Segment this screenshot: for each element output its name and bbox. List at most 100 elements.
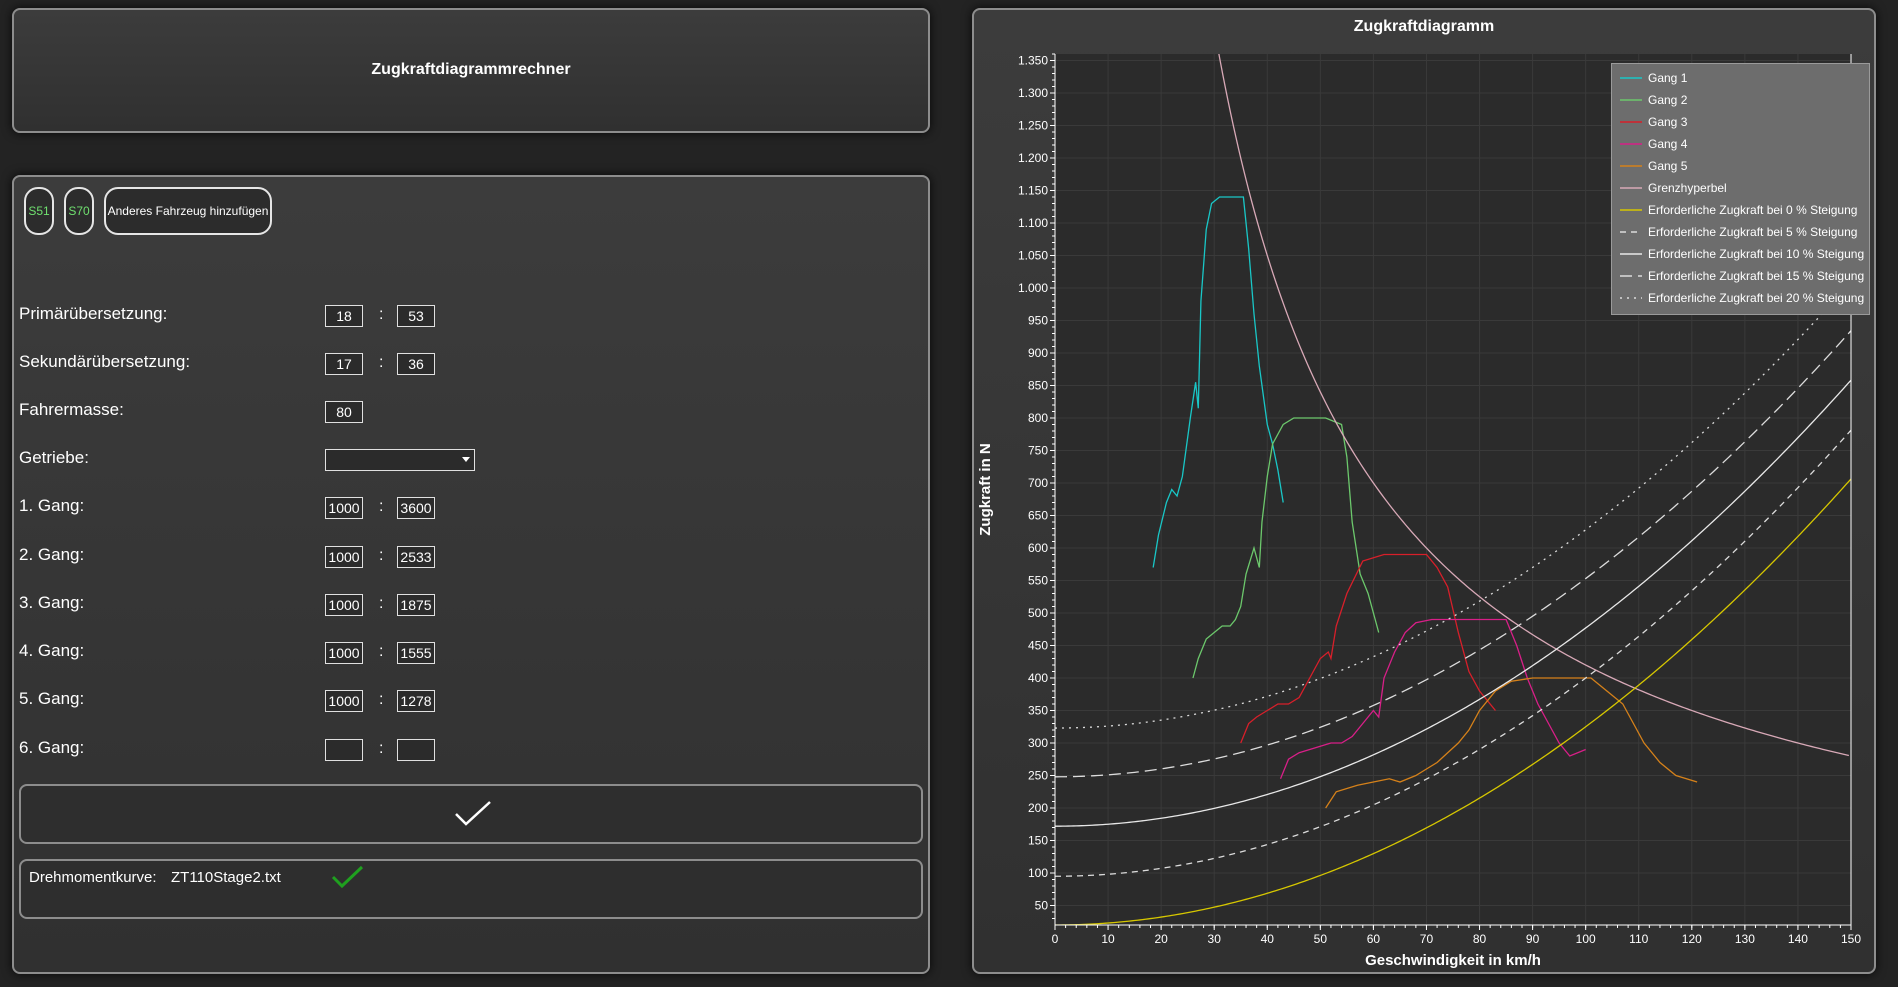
primary-ratio-input-b[interactable] (397, 305, 435, 327)
x-tick-label: 10 (1101, 932, 1115, 946)
legend-item: Grenzhyperbel (1620, 180, 1727, 196)
legend-swatch (1620, 209, 1642, 211)
series-line-10 (1055, 330, 1851, 778)
y-axis-label: Zugkraft in N (977, 443, 994, 536)
rider-mass-input[interactable] (325, 401, 363, 423)
torque-curve-box: Drehmomentkurve: ZT110Stage2.txt (19, 859, 923, 919)
x-tick-label: 60 (1367, 932, 1381, 946)
secondary-ratio-input-b[interactable] (397, 353, 435, 375)
checkmark-icon (455, 801, 491, 826)
gear-5-label: 5. Gang: (19, 689, 85, 708)
y-tick-label: 300 (1028, 736, 1048, 750)
primary-ratio-input-a[interactable] (325, 305, 363, 327)
legend-swatch (1620, 275, 1642, 277)
ratio-separator: : (379, 643, 384, 660)
x-tick-label: 150 (1841, 932, 1861, 946)
x-tick-label: 80 (1473, 932, 1487, 946)
gearbox-dropdown[interactable] (325, 449, 475, 471)
y-tick-label: 800 (1028, 411, 1048, 425)
y-tick-label: 1.300 (1018, 86, 1048, 100)
legend-swatch (1620, 231, 1642, 233)
ratio-separator: : (379, 498, 384, 515)
gear-3-input-b[interactable] (397, 594, 435, 616)
vehicle-s51-button[interactable]: S51 (24, 187, 54, 235)
ratio-separator: : (379, 691, 384, 708)
x-tick-label: 30 (1208, 932, 1222, 946)
primary-ratio-label: Primärübersetzung: (19, 304, 168, 323)
add-vehicle-button[interactable]: Anderes Fahrzeug hinzufügen (104, 187, 272, 235)
series-line-2 (1192, 417, 1380, 679)
title-panel: Zugkraftdiagrammrechner (12, 8, 930, 133)
legend-item: Gang 5 (1620, 158, 1687, 174)
x-tick-label: 0 (1052, 932, 1059, 946)
ratio-separator: : (379, 306, 384, 323)
chart-title: Zugkraftdiagramm (1353, 18, 1495, 35)
legend-swatch (1620, 253, 1642, 255)
y-tick-label: 600 (1028, 541, 1048, 555)
series-line-8 (1055, 429, 1851, 877)
legend-label: Gang 1 (1648, 71, 1688, 85)
ratio-separator: : (379, 547, 384, 564)
x-tick-label: 140 (1788, 932, 1808, 946)
ratio-separator: : (379, 740, 384, 757)
legend-swatch (1620, 77, 1642, 79)
y-tick-label: 1.050 (1018, 249, 1048, 263)
series-line-9 (1055, 379, 1851, 827)
legend-swatch (1620, 165, 1642, 167)
gear-5-input-a[interactable] (325, 690, 363, 712)
torque-curve-filename[interactable]: ZT110Stage2.txt (171, 869, 281, 886)
series-line-4 (1279, 618, 1586, 779)
x-tick-label: 40 (1261, 932, 1275, 946)
gear-2-input-b[interactable] (397, 546, 435, 568)
series-line-5 (1325, 677, 1698, 809)
chart-series (1055, 54, 1851, 925)
x-tick-label: 130 (1735, 932, 1755, 946)
secondary-ratio-input-a[interactable] (325, 353, 363, 375)
legend-item: Gang 3 (1620, 114, 1687, 130)
gear-4-input-b[interactable] (397, 642, 435, 664)
legend-item: Erforderliche Zugkraft bei 15 % Steigung (1620, 268, 1864, 284)
legend-swatch (1620, 297, 1642, 299)
series-line-11 (1055, 281, 1851, 729)
gear-6-input-a[interactable] (325, 739, 363, 761)
gearbox-label: Getriebe: (19, 448, 89, 467)
chart-panel: Zugkraftdiagramm 0 10 20 30 40 50 60 70 80 90 100 1… (972, 8, 1876, 974)
legend-label: Erforderliche Zugkraft bei 0 % Steigung (1648, 203, 1858, 217)
gear-3-input-a[interactable] (325, 594, 363, 616)
y-tick-label: 850 (1028, 379, 1048, 393)
x-axis-label: Geschwindigkeit in km/h (1365, 952, 1541, 969)
x-tick-label: 110 (1629, 932, 1648, 946)
gear-3-label: 3. Gang: (19, 593, 85, 612)
series-line-1 (1152, 196, 1284, 568)
series-line-3 (1240, 553, 1496, 744)
y-tick-label: 1.200 (1018, 151, 1048, 165)
y-tick-label: 1.150 (1018, 184, 1048, 198)
gear-1-input-b[interactable] (397, 497, 435, 519)
chevron-down-icon (462, 457, 470, 462)
check-icon (331, 865, 364, 889)
y-tick-label: 200 (1028, 801, 1048, 815)
confirm-button[interactable] (19, 784, 923, 844)
legend-label: Erforderliche Zugkraft bei 10 % Steigung (1648, 247, 1865, 261)
gear-6-input-b[interactable] (397, 739, 435, 761)
legend-swatch (1620, 99, 1642, 101)
gear-2-label: 2. Gang: (19, 545, 85, 564)
gear-4-input-a[interactable] (325, 642, 363, 664)
gear-5-input-b[interactable] (397, 690, 435, 712)
ratio-separator: : (379, 595, 384, 612)
gear-1-input-a[interactable] (325, 497, 363, 519)
vehicle-s70-button[interactable]: S70 (64, 187, 94, 235)
y-tick-label: 1.350 (1018, 54, 1048, 68)
legend-swatch (1620, 143, 1642, 145)
torque-curve-label: Drehmomentkurve: (29, 869, 157, 886)
y-tick-label: 150 (1028, 834, 1048, 848)
legend-item: Erforderliche Zugkraft bei 20 % Steigung (1620, 290, 1864, 306)
y-tick-label: 350 (1028, 704, 1048, 718)
y-tick-label: 250 (1028, 769, 1048, 783)
legend-label: Gang 2 (1648, 93, 1688, 107)
gear-1-label: 1. Gang: (19, 496, 85, 515)
legend-item: Gang 2 (1620, 92, 1687, 108)
gear-2-input-a[interactable] (325, 546, 363, 568)
series-line-6 (1218, 54, 1850, 757)
legend-item: Erforderliche Zugkraft bei 5 % Steigung (1620, 224, 1857, 240)
